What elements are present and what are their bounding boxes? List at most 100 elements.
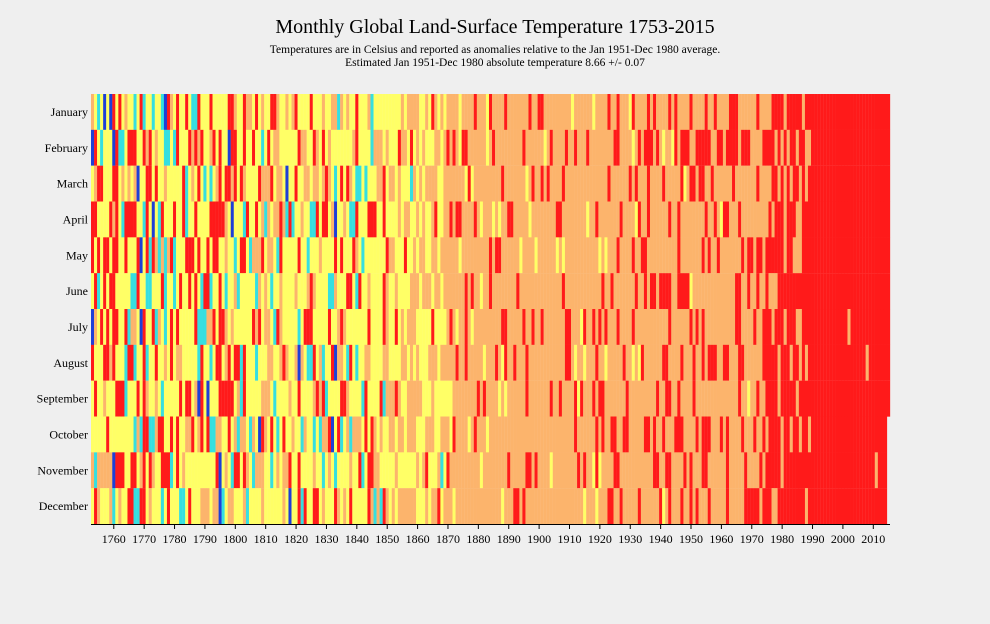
heatmap-cell: [324, 309, 329, 345]
heatmap-cell: [728, 416, 733, 453]
heatmap-cell: [567, 94, 572, 130]
heatmap-cell: [659, 165, 663, 202]
heatmap-cell: [416, 201, 420, 238]
heatmap-cell: [662, 94, 666, 130]
heatmap-cell: [379, 309, 383, 345]
heatmap-cell: [236, 416, 241, 453]
heatmap-cell: [625, 309, 629, 345]
heatmap-cell: [838, 344, 842, 381]
heatmap-cell: [564, 94, 569, 130]
heatmap-cell: [212, 488, 216, 525]
heatmap-cell: [640, 273, 645, 310]
heatmap-cell: [567, 129, 572, 166]
heatmap-cell: [163, 344, 168, 381]
heatmap-cell: [814, 416, 818, 453]
heatmap-cell: [115, 165, 119, 202]
heatmap-cell: [312, 344, 316, 381]
heatmap-cell: [804, 416, 809, 453]
heatmap-cell: [601, 273, 605, 310]
heatmap-cell: [230, 129, 234, 166]
heatmap-cell: [886, 201, 891, 238]
heatmap-cell: [409, 416, 414, 453]
x-tick-label-1920: 1920: [588, 532, 612, 546]
heatmap-cell: [373, 165, 377, 202]
heatmap-cell: [294, 94, 298, 130]
heatmap-cell: [331, 380, 335, 417]
heatmap-cell: [786, 165, 790, 202]
heatmap-cell: [331, 237, 335, 274]
heatmap-cell: [689, 452, 693, 489]
heatmap-cell: [789, 201, 793, 238]
heatmap-cell: [850, 165, 854, 202]
heatmap-cell: [531, 201, 535, 238]
heatmap-cell: [182, 165, 186, 202]
heatmap-cell: [765, 201, 769, 238]
heatmap-cell: [871, 416, 875, 453]
heatmap-cell: [492, 416, 496, 453]
heatmap-cell: [768, 309, 772, 345]
heatmap-cell: [792, 309, 796, 345]
heatmap-cell: [707, 201, 711, 238]
heatmap-cell: [643, 380, 648, 417]
x-tick-label-1950: 1950: [679, 532, 703, 546]
heatmap-cell: [777, 273, 781, 310]
heatmap-cell: [598, 94, 602, 130]
heatmap-cell: [801, 201, 806, 238]
heatmap-cell: [616, 129, 620, 166]
heatmap-cell: [294, 344, 298, 381]
heatmap-cell: [555, 165, 560, 202]
heatmap-cell: [267, 273, 271, 310]
heatmap-cell: [239, 309, 244, 345]
heatmap-cell: [331, 416, 335, 453]
heatmap-cell: [668, 380, 672, 417]
heatmap-cell: [853, 452, 857, 489]
heatmap-cell: [252, 380, 256, 417]
heatmap-cell: [835, 452, 839, 489]
heatmap-cell: [722, 94, 727, 130]
heatmap-cell: [701, 129, 705, 166]
heatmap-cell: [233, 380, 237, 417]
x-tick-label-1790: 1790: [193, 532, 217, 546]
heatmap-cell: [109, 452, 113, 489]
heatmap-cell: [820, 452, 824, 489]
heatmap-cell: [537, 201, 541, 238]
heatmap-cell: [674, 344, 678, 381]
heatmap-cell: [318, 452, 323, 489]
heatmap-cell: [258, 416, 262, 453]
heatmap-cell: [704, 165, 708, 202]
heatmap-cell: [871, 309, 875, 345]
heatmap-cell: [103, 452, 107, 489]
heatmap-cell: [476, 344, 481, 381]
heatmap-cell: [756, 452, 760, 489]
heatmap-cell: [440, 165, 444, 202]
heatmap-cell: [546, 416, 550, 453]
heatmap-cell: [197, 201, 201, 238]
heatmap-cell: [428, 309, 432, 345]
heatmap-cell: [264, 201, 268, 238]
heatmap-cell: [340, 452, 344, 489]
heatmap-cell: [744, 344, 748, 381]
heatmap-cell: [106, 416, 110, 453]
heatmap-cell: [811, 94, 815, 130]
heatmap-cell: [288, 201, 292, 238]
heatmap-cell: [312, 309, 316, 345]
heatmap-cell: [127, 380, 131, 417]
heatmap-cell: [671, 165, 675, 202]
heatmap-cell: [294, 309, 298, 345]
heatmap-cell: [823, 129, 827, 166]
heatmap-cell: [324, 273, 329, 310]
heatmap-cell: [431, 416, 435, 453]
heatmap-cell: [865, 488, 869, 525]
heatmap-cell: [166, 416, 171, 453]
heatmap-cell: [589, 273, 593, 310]
heatmap-cell: [868, 237, 872, 274]
heatmap-cell: [148, 237, 152, 274]
heatmap-cell: [182, 94, 186, 130]
heatmap-cell: [479, 452, 484, 489]
heatmap-cell: [759, 129, 763, 166]
heatmap-cell: [306, 309, 310, 345]
heatmap-cell: [358, 309, 362, 345]
heatmap-cell: [744, 237, 748, 274]
heatmap-cell: [722, 165, 727, 202]
heatmap-cell: [191, 344, 195, 381]
